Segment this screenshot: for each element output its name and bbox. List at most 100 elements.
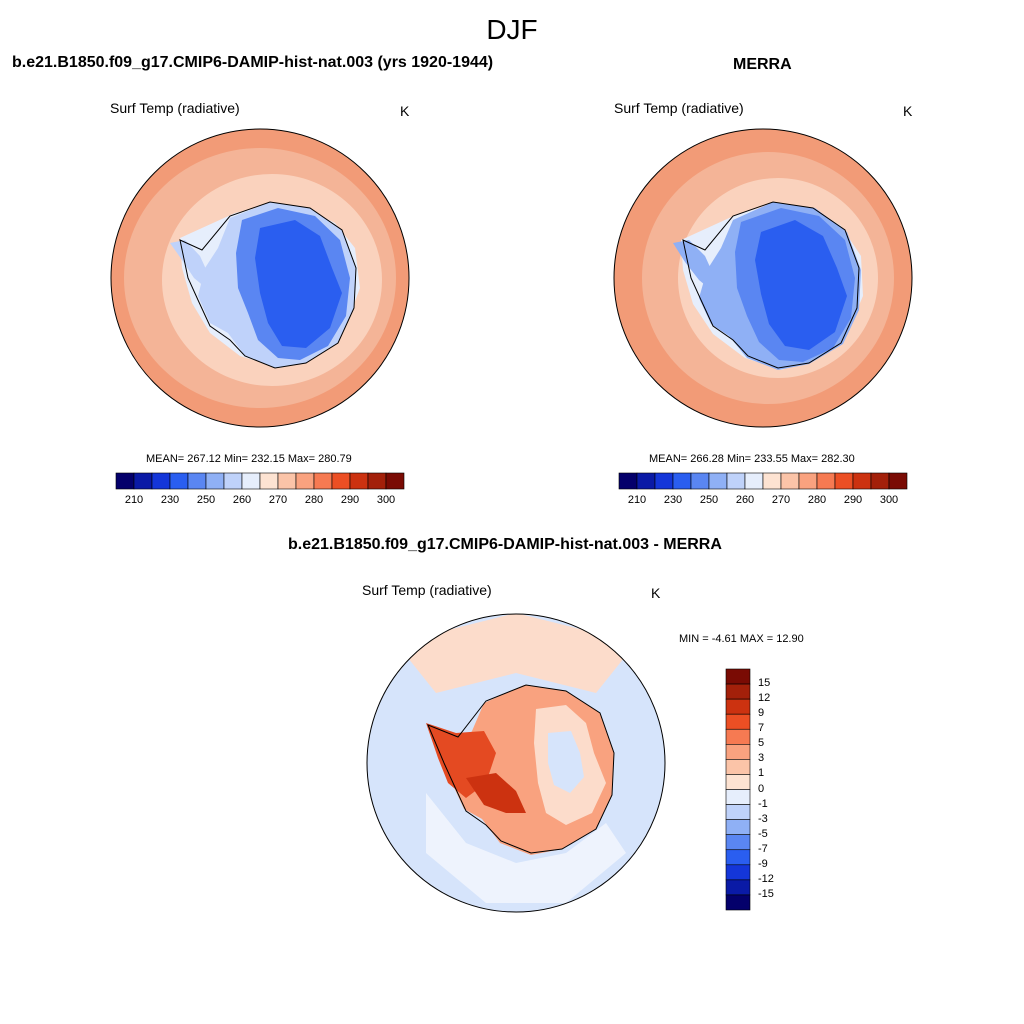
panel-model-title: b.e21.B1850.f09_g17.CMIP6-DAMIP-hist-nat… — [12, 54, 494, 71]
panel-obs-colorbar-tick-label: 280 — [807, 494, 827, 506]
coastline — [682, 201, 860, 369]
panel-obs-colorbar-box — [690, 472, 710, 490]
panel-model-colorbar-tick-label: 210 — [124, 494, 144, 506]
ocean-pale-north — [396, 614, 636, 693]
panel-obs-colorbar-box — [618, 472, 638, 490]
panel-obs-colorbar-box — [672, 472, 692, 490]
panel-obs-variable: Surf Temp (radiative) — [614, 100, 744, 116]
panel-obs-colorbar-box — [636, 472, 656, 490]
antarctica-pale-core — [548, 731, 584, 793]
panel-obs-colorbar-box — [870, 472, 890, 490]
panel-model-colorbar-tick-label: 290 — [340, 494, 360, 506]
panel-model-colorbar-box — [187, 472, 207, 490]
panel-obs-colorbar-box — [726, 472, 746, 490]
panel-diff-colorbar-tick-label: 1 — [758, 767, 765, 780]
panel-diff-colorbar-box — [725, 759, 751, 775]
panel-obs-colorbar-tick-label: 250 — [699, 494, 719, 506]
panel-diff-variable: Surf Temp (radiative) — [362, 582, 492, 598]
panel-obs-colorbar-tick-label: 270 — [771, 494, 791, 506]
panel-diff-colorbar-box — [725, 713, 751, 730]
panel-obs-colorbar-box — [852, 472, 872, 490]
panel-obs-colorbar-box — [798, 472, 818, 490]
panel-model-colorbar-box — [277, 472, 297, 490]
panel-model-units: K — [400, 103, 410, 119]
panel-model-colorbar-box — [151, 472, 171, 490]
panel-diff-stats: MIN = -4.61 MAX = 12.90 — [679, 633, 804, 645]
coastline — [427, 684, 615, 854]
panel-diff-title: b.e21.B1850.f09_g17.CMIP6-DAMIP-hist-nat… — [288, 536, 722, 553]
panel-obs-colorbar-tick-label: 300 — [879, 494, 899, 506]
panel-diff-colorbar-box — [725, 698, 751, 715]
panel-obs-units: K — [903, 103, 913, 119]
panel-model-colorbar — [115, 472, 405, 490]
panel-diff-colorbar-tick-label: 7 — [758, 722, 765, 735]
panel-diff-colorbar-tick-label: 9 — [758, 707, 765, 720]
antarctica-hot-south — [466, 773, 526, 813]
panel-obs-colorbar-tick-label: 230 — [663, 494, 683, 506]
panel-model-colorbar-box — [349, 472, 369, 490]
panel-diff-colorbar-box — [725, 834, 751, 851]
panel-diff-colorbar-tick-label: -9 — [758, 857, 768, 870]
panel-obs-colorbar-box — [708, 472, 728, 490]
panel-obs-map — [613, 128, 913, 428]
panel-diff-colorbar-tick-label: -12 — [758, 872, 774, 885]
panel-model-colorbar-box — [223, 472, 243, 490]
panel-model-colorbar-box — [133, 472, 153, 490]
panel-diff-units: K — [651, 585, 661, 601]
panel-obs-colorbar-tick-label: 210 — [627, 494, 647, 506]
antarctica-core — [255, 220, 342, 348]
coastline — [179, 201, 357, 369]
panel-diff-colorbar-box — [725, 789, 751, 805]
panel-model-colorbar-box — [259, 472, 279, 490]
panel-model-colorbar-box — [205, 472, 225, 490]
panel-diff-colorbar-tick-label: 12 — [758, 692, 771, 705]
panel-obs-colorbar-box — [744, 472, 764, 490]
panel-diff-colorbar-tick-label: -15 — [758, 887, 774, 900]
panel-obs-colorbar-box — [762, 472, 782, 490]
panel-obs-title: MERRA — [733, 56, 792, 73]
panel-model-colorbar-tick-label: 280 — [304, 494, 324, 506]
panel-obs-colorbar-box — [654, 472, 674, 490]
panel-diff-colorbar-box — [725, 728, 751, 745]
panel-model-colorbar-ticks: 210 230 250 260 270 280 290 300 — [116, 494, 404, 508]
panel-diff-colorbar-box — [725, 804, 751, 820]
ocean-pale-south — [426, 793, 626, 903]
panel-diff-colorbar-box — [725, 849, 751, 866]
panel-model-colorbar-box — [385, 472, 405, 490]
panel-diff-colorbar-tick-label: 5 — [758, 737, 765, 750]
panel-diff-colorbar — [725, 668, 751, 911]
panel-diff-colorbar-tick-label: -3 — [758, 812, 768, 825]
panel-model-colorbar-tick-label: 250 — [196, 494, 216, 506]
panel-model-colorbar-tick-label: 230 — [160, 494, 180, 506]
panel-model-variable: Surf Temp (radiative) — [110, 100, 240, 116]
panel-model-colorbar-box — [169, 472, 189, 490]
panel-obs-colorbar-box — [780, 472, 800, 490]
panel-obs-colorbar-tick-label: 260 — [735, 494, 755, 506]
panel-obs-colorbar-box — [888, 472, 908, 490]
season-title: DJF — [486, 14, 538, 45]
peninsula — [673, 240, 715, 290]
panel-obs-colorbar-tick-label: 290 — [843, 494, 863, 506]
panel-model-colorbar-tick-label: 300 — [376, 494, 396, 506]
panel-obs-stats: MEAN= 266.28 Min= 233.55 Max= 282.30 — [649, 453, 855, 465]
panel-model-colorbar-tick-label: 270 — [268, 494, 288, 506]
panel-diff-colorbar-tick-label: -5 — [758, 827, 768, 840]
panel-model-colorbar-box — [367, 472, 387, 490]
panel-diff-colorbar-box — [725, 894, 751, 911]
panel-diff-colorbar-box — [725, 744, 751, 760]
panel-diff-colorbar-box — [725, 879, 751, 896]
panel-model-colorbar-box — [331, 472, 351, 490]
panel-model-colorbar-box — [115, 472, 135, 490]
panel-obs-colorbar — [618, 472, 908, 490]
panel-diff-colorbar-box — [725, 683, 751, 700]
panel-diff-colorbar-tick-label: 15 — [758, 677, 771, 690]
panel-diff-map — [366, 613, 666, 913]
panel-diff-colorbar-box — [725, 668, 751, 685]
panel-model-colorbar-box — [313, 472, 333, 490]
panel-diff-colorbar-tick-label: -7 — [758, 842, 768, 855]
panel-diff-colorbar-tick-label: -1 — [758, 797, 768, 810]
panel-obs-colorbar-box — [834, 472, 854, 490]
panel-model-colorbar-box — [295, 472, 315, 490]
panel-obs-colorbar-box — [816, 472, 836, 490]
panel-model-colorbar-tick-label: 260 — [232, 494, 252, 506]
